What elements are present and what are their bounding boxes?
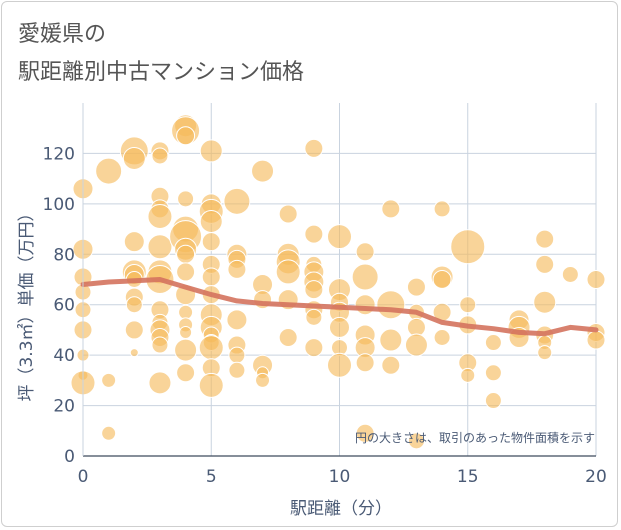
bubble-point	[223, 187, 251, 215]
bubble-point	[355, 353, 375, 373]
bubble-point	[381, 199, 401, 219]
bubble-point	[379, 328, 403, 352]
bubble-point	[433, 328, 451, 346]
bubble-point	[227, 259, 247, 279]
bubble-point	[355, 423, 375, 443]
bubble-point	[176, 126, 196, 146]
bubble-point	[123, 231, 145, 253]
y-tick-label: 0	[64, 447, 75, 467]
bubble-point	[433, 200, 451, 218]
bubble-point	[304, 338, 324, 358]
bubble-point	[586, 330, 606, 350]
bubble-point	[178, 304, 194, 320]
bubble-point	[407, 432, 425, 450]
bubble-point	[304, 280, 324, 300]
bubble-point	[151, 147, 169, 165]
bubble-point	[122, 146, 146, 170]
bubble-point	[151, 336, 169, 354]
bubble-point	[101, 425, 117, 441]
bubble-point	[561, 265, 579, 283]
bubble-point	[535, 229, 555, 249]
bubble-point	[535, 254, 555, 274]
bubble-point	[484, 364, 502, 382]
bubble-point	[305, 308, 323, 326]
bubble-point	[278, 327, 298, 347]
axes-layer: 0 5 10 15 20 0 20 40 60 80 100 120	[43, 103, 607, 487]
bubble-point	[199, 210, 223, 234]
bubble-point	[251, 159, 275, 183]
trend-layer	[80, 277, 599, 337]
bubble-point	[278, 204, 298, 224]
y-tick-label: 20	[53, 397, 75, 417]
bubble-point	[533, 290, 557, 314]
x-axis-label: 駅距離（分）	[290, 499, 392, 519]
bubble-point	[174, 338, 198, 362]
bubble-point	[586, 270, 606, 289]
bubble-point	[376, 290, 406, 320]
bubble-point	[354, 294, 376, 316]
bubble-point	[381, 355, 401, 375]
bubble-point	[228, 346, 246, 364]
bubble-point	[460, 367, 476, 383]
bubble-point	[327, 352, 352, 378]
x-tick-label: 20	[585, 467, 607, 487]
bubble-point	[351, 263, 379, 291]
bubble-point	[329, 316, 350, 338]
bubble-point	[255, 372, 271, 388]
bubble-point	[201, 232, 221, 252]
trend-line	[80, 277, 599, 337]
bubble-point	[95, 157, 123, 185]
bubble-point	[129, 348, 139, 358]
bubble-point	[124, 320, 144, 340]
bubble-point	[304, 224, 324, 244]
bubble-point	[484, 334, 502, 352]
x-tick-label: 5	[206, 467, 217, 487]
bubble-point	[176, 363, 196, 383]
bubble-point	[355, 242, 375, 262]
bubbles-layer	[70, 114, 606, 450]
bubble-point	[147, 203, 173, 229]
bubble-point	[198, 335, 224, 361]
bubble-point	[201, 267, 221, 287]
bubble-point	[404, 333, 428, 357]
y-tick-label: 120	[43, 144, 75, 164]
bubble-point	[176, 262, 196, 282]
page-title-line1: 愛媛県の	[18, 22, 107, 47]
y-tick-label: 40	[53, 346, 75, 366]
y-tick-label: 60	[53, 296, 75, 316]
y-tick-label: 100	[43, 195, 75, 215]
bubble-point	[304, 138, 324, 158]
bubble-point	[459, 296, 477, 314]
bubble-point	[327, 224, 352, 250]
x-tick-label: 10	[329, 467, 351, 487]
bubble-point	[432, 270, 452, 289]
bubble-point	[226, 309, 248, 331]
x-tick-label: 0	[78, 467, 89, 487]
x-tick-label: 15	[457, 467, 479, 487]
bubble-point	[275, 259, 301, 285]
bubble-point	[148, 371, 172, 395]
bubble-point	[179, 325, 193, 339]
bubble-point	[198, 372, 224, 398]
bubble-point	[450, 229, 486, 265]
bubble-point	[177, 190, 195, 208]
bubble-point	[176, 244, 196, 264]
size-annotation: 円の大きさは、取引のあった物件面積を示す	[355, 430, 595, 445]
bubble-point	[537, 345, 553, 361]
bubble-point	[125, 296, 143, 314]
y-tick-label: 80	[53, 245, 75, 265]
bubble-point	[228, 361, 246, 379]
bubble-point	[147, 234, 173, 260]
bubble-point	[101, 372, 117, 388]
bubble-point	[484, 392, 502, 410]
y-axis-label: 坪（3.3㎡）単価（万円）	[17, 204, 37, 401]
page-title-line2: 駅距離別中古マンション価格	[18, 60, 305, 85]
bubble-point	[199, 139, 223, 163]
bubble-point	[406, 277, 426, 297]
